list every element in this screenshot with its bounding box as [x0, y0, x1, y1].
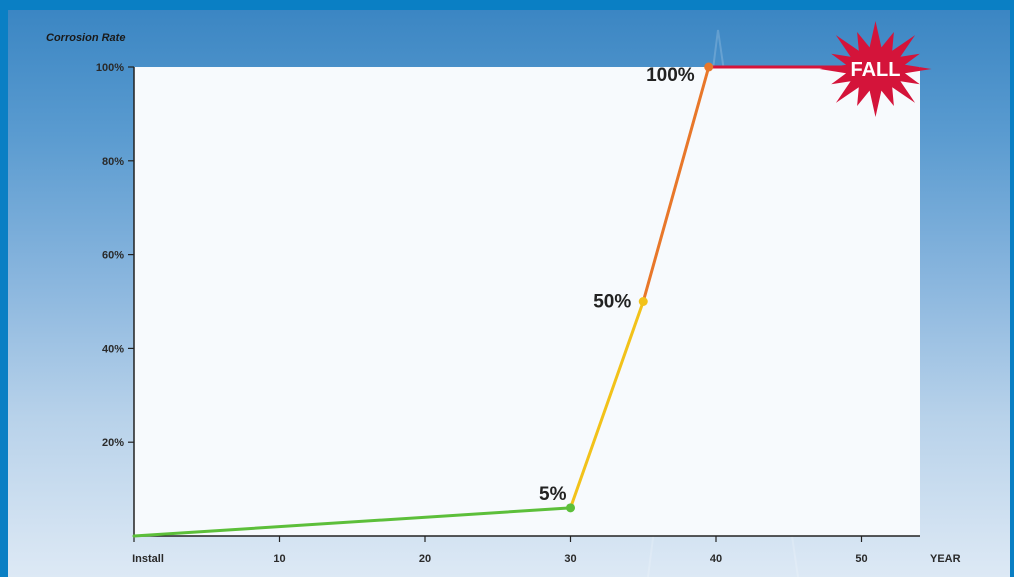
y-axis-label: Corrosion Rate	[46, 32, 125, 44]
y-tick-label: 80%	[102, 156, 124, 168]
x-tick-label: 50	[855, 553, 867, 565]
data-point	[638, 297, 648, 306]
x-tick-label: 10	[273, 553, 285, 565]
line-segment	[569, 300, 645, 510]
x-tick-label: 40	[710, 553, 722, 565]
corrosion-chart: 20% 40% 60% 80% 100% Install 10 20 30 40 50 FALL 5…	[46, 21, 961, 577]
data-point	[566, 503, 575, 513]
fall-label: FALL	[851, 59, 901, 81]
fall-starburst: FALL	[819, 21, 932, 117]
y-tick-label: 100%	[96, 62, 124, 74]
plot-area	[134, 67, 920, 536]
line-segment	[641, 65, 711, 303]
data-point-label: 100%	[646, 65, 695, 86]
fall-starburst-shape	[819, 21, 932, 117]
y-tick-label: 60%	[102, 250, 124, 262]
data-point	[704, 62, 714, 72]
chart-background: 20% 40% 60% 80% 100% Install 10 20 30 40 50 FALL 5…	[8, 10, 1010, 577]
data-point-label: 50%	[593, 292, 631, 313]
data-lines	[132, 65, 863, 538]
y-tick-label: 20%	[102, 437, 124, 449]
line-segment	[132, 506, 572, 538]
data-point-label: 5%	[539, 484, 567, 505]
y-tick-label: 40%	[102, 343, 124, 355]
x-axis-label: YEAR	[930, 553, 961, 565]
data-points: 5% 50% 100%	[539, 62, 714, 513]
x-tick-label: 20	[419, 553, 431, 565]
x-tick-label: 30	[564, 553, 576, 565]
x-tick-label: Install	[132, 553, 164, 565]
